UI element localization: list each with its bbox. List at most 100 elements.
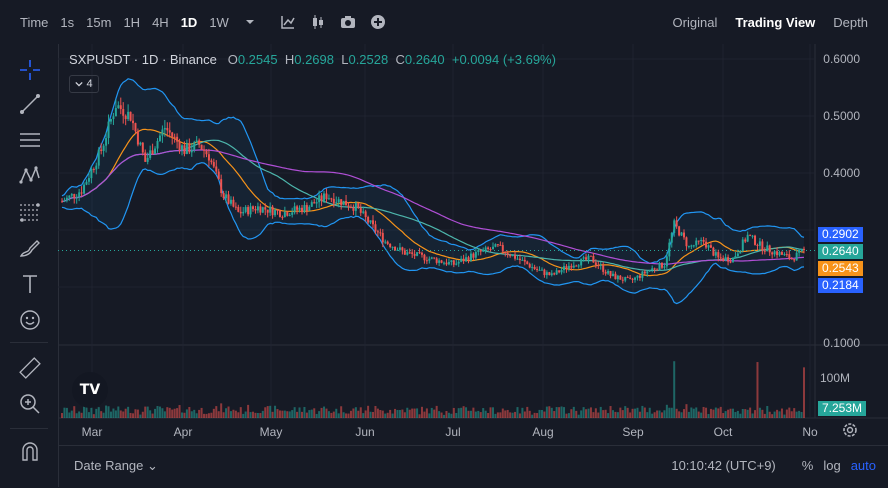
volume-bar <box>472 407 475 418</box>
interval-15m[interactable]: 15m <box>86 14 112 30</box>
volume-bar <box>305 412 308 418</box>
volume-bar <box>712 409 715 418</box>
date-range-button[interactable]: Date Range ⌄ <box>74 458 158 474</box>
candle-body <box>675 220 678 227</box>
volume-bar <box>614 411 617 418</box>
candle-body <box>215 166 218 172</box>
time-label: Time <box>20 14 49 30</box>
candle-body <box>663 266 666 268</box>
volume-bar <box>580 410 583 418</box>
candle-body <box>198 140 201 145</box>
volume-bar <box>122 411 125 418</box>
candle-body <box>651 268 654 271</box>
view-trading-view[interactable]: Trading View <box>735 14 816 30</box>
candle-body <box>567 265 570 269</box>
volume-bar <box>766 406 769 418</box>
volume-bar <box>783 414 786 418</box>
camera-icon[interactable] <box>337 11 359 33</box>
candle-body <box>173 136 176 138</box>
candle-body <box>430 257 433 259</box>
drawing-toolbar <box>0 44 59 487</box>
volume-bar <box>242 413 245 418</box>
volume-bar <box>330 412 333 418</box>
pattern-icon[interactable] <box>16 162 44 190</box>
log-toggle[interactable]: log <box>823 458 841 473</box>
volume-bar <box>776 409 779 418</box>
interval-4h[interactable]: 4H <box>152 14 169 30</box>
candle-body <box>146 157 149 162</box>
horizontal-lines-icon[interactable] <box>16 126 44 154</box>
candle-body <box>648 270 651 272</box>
volume-bar <box>597 412 600 418</box>
volume-bar <box>474 411 477 418</box>
interval-1w[interactable]: 1W <box>209 14 229 30</box>
candle-body <box>102 145 105 151</box>
crosshair-icon[interactable] <box>16 56 44 84</box>
candle-body <box>746 234 749 242</box>
volume-bar <box>225 408 228 418</box>
volume-bar <box>763 413 766 418</box>
candles-icon[interactable] <box>307 11 329 33</box>
text-tool-icon[interactable] <box>16 270 44 298</box>
candle-body <box>678 226 681 236</box>
candle-body <box>83 184 86 194</box>
bollinger-upper-line <box>61 78 805 265</box>
auto-toggle[interactable]: auto <box>850 458 876 473</box>
view-original[interactable]: Original <box>672 14 718 30</box>
volume-bar <box>190 411 193 418</box>
candle-body <box>78 192 81 197</box>
candle-body <box>491 246 494 250</box>
candle-body <box>374 224 377 232</box>
volume-bar <box>496 412 499 418</box>
interval-1d[interactable]: 1D <box>180 14 198 30</box>
volume-bar <box>634 408 637 418</box>
candle-body <box>668 242 671 257</box>
indicators-toggle-button[interactable]: 4 <box>69 75 99 93</box>
volume-tick-label: 100M <box>820 371 850 385</box>
interval-1h[interactable]: 1H <box>123 14 141 30</box>
candle-body <box>629 277 632 279</box>
volume-bar <box>768 411 771 418</box>
interval-1s[interactable]: 1s <box>60 14 75 30</box>
candle-body <box>87 178 90 182</box>
volume-bar <box>592 412 595 418</box>
high-value: 0.2698 <box>294 52 334 67</box>
emoji-icon[interactable] <box>16 306 44 334</box>
fib-retracement-icon[interactable] <box>16 198 44 226</box>
view-depth[interactable]: Depth <box>833 14 868 30</box>
candle-body <box>619 275 622 280</box>
gear-icon[interactable] <box>840 420 860 440</box>
volume-bar <box>680 412 683 418</box>
magnet-icon[interactable] <box>16 438 44 466</box>
add-icon[interactable] <box>367 11 389 33</box>
volume-bar <box>798 410 801 418</box>
candle-body <box>151 150 154 155</box>
indicators-icon[interactable] <box>277 11 299 33</box>
candle-body <box>736 253 739 257</box>
trend-line-icon[interactable] <box>16 90 44 118</box>
volume-bar <box>516 407 519 418</box>
volume-bar <box>335 408 338 418</box>
candle-body <box>795 252 798 261</box>
volume-bar <box>641 405 644 418</box>
volume-bar <box>185 409 188 418</box>
volume-bar <box>232 409 235 418</box>
candle-body <box>73 194 76 198</box>
volume-bars <box>61 361 805 418</box>
candle-body <box>457 261 460 264</box>
upper-band-price-label: 0.2902 <box>818 227 863 242</box>
brush-icon[interactable] <box>16 234 44 262</box>
chevron-down-icon[interactable] <box>239 11 261 33</box>
volume-bar <box>87 412 90 418</box>
candle-body <box>327 198 330 200</box>
candle-body <box>166 127 169 131</box>
volume-bar <box>572 406 575 418</box>
zoom-in-icon[interactable] <box>16 390 44 418</box>
percent-toggle[interactable]: % <box>801 458 814 473</box>
volume-bar <box>173 408 176 418</box>
volume-bar <box>252 411 255 418</box>
volume-bar <box>376 408 379 418</box>
volume-bar <box>455 412 458 418</box>
ruler-icon[interactable] <box>16 354 44 382</box>
